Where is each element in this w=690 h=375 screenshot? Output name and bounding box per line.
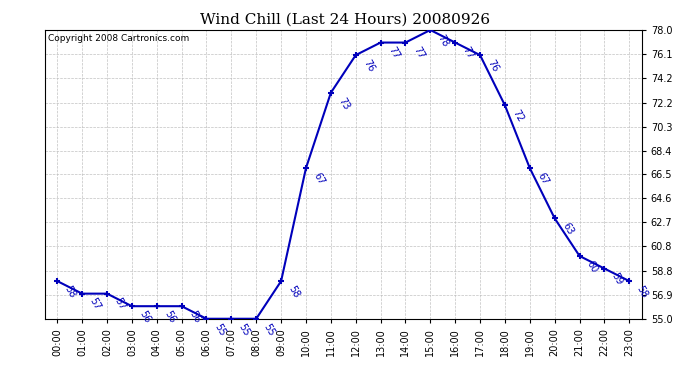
Text: 60: 60 bbox=[585, 259, 600, 274]
Text: 76: 76 bbox=[486, 58, 500, 74]
Text: 78: 78 bbox=[436, 33, 451, 48]
Text: 55: 55 bbox=[212, 321, 227, 338]
Text: 72: 72 bbox=[511, 108, 525, 124]
Text: 77: 77 bbox=[461, 45, 475, 61]
Text: 77: 77 bbox=[386, 45, 401, 61]
Text: 57: 57 bbox=[88, 296, 103, 312]
Text: Wind Chill (Last 24 Hours) 20080926: Wind Chill (Last 24 Hours) 20080926 bbox=[200, 13, 490, 27]
Text: 56: 56 bbox=[187, 309, 202, 325]
Text: 58: 58 bbox=[635, 284, 650, 300]
Text: 77: 77 bbox=[411, 45, 426, 61]
Text: 58: 58 bbox=[286, 284, 302, 300]
Text: Copyright 2008 Cartronics.com: Copyright 2008 Cartronics.com bbox=[48, 34, 189, 44]
Text: 55: 55 bbox=[262, 321, 277, 338]
Text: 59: 59 bbox=[610, 271, 625, 287]
Text: 58: 58 bbox=[63, 284, 78, 300]
Text: 67: 67 bbox=[535, 171, 550, 187]
Text: 56: 56 bbox=[137, 309, 152, 325]
Text: 76: 76 bbox=[362, 58, 376, 74]
Text: 67: 67 bbox=[311, 171, 326, 187]
Text: 56: 56 bbox=[162, 309, 177, 325]
Text: 63: 63 bbox=[560, 221, 575, 237]
Text: 57: 57 bbox=[112, 296, 128, 312]
Text: 73: 73 bbox=[337, 96, 351, 111]
Text: 55: 55 bbox=[237, 321, 252, 338]
